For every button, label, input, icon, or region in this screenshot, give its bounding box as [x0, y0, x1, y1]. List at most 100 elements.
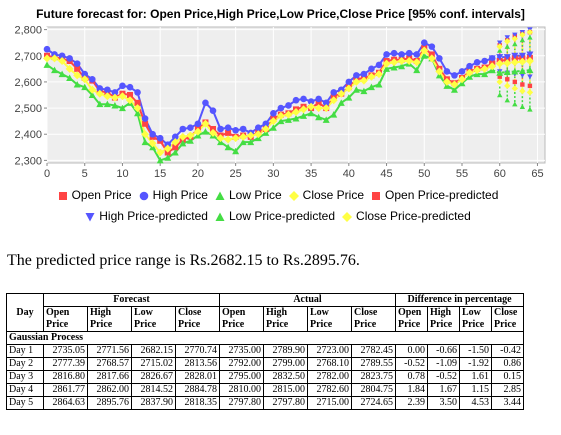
low-price-point: [51, 66, 59, 74]
open-price-predicted-lower-marker: [505, 77, 510, 82]
close-price-predicted-legend-swatch: [342, 211, 353, 222]
forecast-cell: 2768.57: [87, 357, 132, 371]
close-price-point: [367, 72, 376, 81]
table-sub-header-row: Open Price High Price Low Price Close Price…: [7, 306, 524, 332]
actual-cell: 2832.50: [263, 370, 308, 384]
low-price-point: [367, 83, 375, 91]
actual-cell: 2782.60: [307, 383, 352, 397]
high-price-point: [383, 51, 390, 58]
high-price-point: [420, 39, 428, 46]
close-price-point: [224, 135, 233, 144]
y-tick-label: 2,700: [14, 51, 42, 63]
low-price-point: [134, 109, 142, 117]
open-price-point: [142, 120, 149, 127]
x-tick-label: 30: [267, 168, 279, 180]
high-price-predicted-upper-marker: [512, 32, 518, 38]
legend-item-open-price: Open Price: [57, 188, 132, 202]
high-price-point: [345, 78, 353, 86]
high-price-predicted-point: [503, 54, 511, 61]
close-price-point: [126, 96, 134, 105]
high-price-predicted-point: [518, 52, 526, 60]
close-price-predicted-upper-marker: [519, 31, 526, 39]
difference-subheader: Low Price: [459, 306, 492, 332]
difference-cell: 0.78: [395, 370, 428, 384]
close-price-predicted-lower-marker: [526, 89, 534, 96]
close-price-point: [435, 67, 444, 76]
close-price-point: [299, 105, 308, 114]
legend-label: Low Price-predicted: [228, 208, 336, 223]
close-price-point: [171, 138, 180, 147]
actual-cell: 2768.10: [307, 357, 352, 371]
close-price-point: [239, 132, 248, 141]
high-price-point: [156, 134, 164, 142]
difference-cell: -1.92: [459, 357, 492, 371]
table-row: Day 1 2735.05 2771.56 2682.15 2770.74 2735.00…: [6, 344, 524, 358]
low-price-point: [269, 124, 277, 131]
actual-subheader: Close Price: [351, 306, 396, 332]
low-price-point: [345, 94, 353, 101]
close-price-point: [73, 71, 82, 80]
difference-cell: 0.86: [491, 357, 524, 371]
close-price-point: [50, 54, 59, 63]
actual-cell: 2799.00: [263, 357, 308, 371]
high-price-point: [292, 96, 300, 104]
high-price-point: [262, 120, 270, 128]
high-price-point: [194, 120, 202, 128]
close-price-predicted-point: [503, 59, 512, 68]
open-price-predicted-legend-swatch: [372, 191, 381, 200]
high-price-point: [104, 86, 111, 94]
difference-cell: 1.15: [459, 383, 492, 397]
actual-cell: 2789.55: [351, 357, 396, 371]
close-price-predicted-legend-marker: [342, 211, 353, 222]
low-price-point: [247, 138, 255, 146]
low-price-point: [360, 87, 368, 95]
high-price-point: [134, 89, 141, 96]
close-price-point: [141, 130, 150, 139]
forecast-cell: 2864.63: [43, 396, 88, 410]
high-price-point: [58, 52, 66, 60]
high-price-predicted-legend-swatch: [85, 212, 95, 222]
actual-subheader: Low Price: [307, 306, 352, 332]
high-price-legend-swatch: [139, 191, 148, 200]
legend-item-close-price-predicted: Close Price-predicted: [341, 209, 471, 223]
forecast-cell: 2735.05: [43, 344, 88, 358]
high-price-point: [375, 61, 383, 69]
low-price-legend-marker: [215, 191, 225, 200]
high-price-point: [187, 124, 194, 131]
difference-cell: 0.15: [491, 370, 524, 384]
difference-subheader: Open Price: [395, 306, 428, 332]
actual-cell: 2797.80: [219, 396, 264, 410]
low-price-point: [88, 91, 96, 98]
x-tick-label: 15: [154, 168, 166, 180]
close-price-point: [473, 66, 482, 75]
high-price-predicted-legend-marker: [85, 212, 95, 222]
forecast-subheader: High Price: [87, 306, 132, 332]
high-price-point: [285, 102, 292, 109]
close-price-point: [193, 127, 202, 136]
actual-cell: 2797.80: [263, 396, 308, 410]
forecast-table: Day Forecast Actual Difference in percen…: [6, 293, 524, 410]
high-price-point: [428, 43, 436, 50]
high-price-point: [458, 68, 466, 75]
high-price-point: [239, 125, 247, 133]
close-price-predicted-upper-marker: [504, 38, 511, 45]
close-price-predicted-upper-marker: [511, 35, 519, 42]
low-price-predicted-lower-marker: [512, 101, 518, 107]
high-price-point: [443, 68, 451, 75]
x-tick-label: 60: [494, 168, 506, 180]
low-price-point: [224, 143, 232, 151]
low-price-point: [352, 86, 360, 93]
close-price-predicted-point: [510, 58, 519, 67]
close-price-point: [307, 102, 316, 111]
legend-label: Low Price: [228, 187, 282, 202]
close-price-point: [450, 80, 459, 89]
low-price-point: [118, 104, 126, 112]
chart-title: Future forecast for: Open Price,High Pri…: [36, 7, 525, 21]
forecast-subheader: Low Price: [131, 306, 176, 332]
low-price-predicted-point: [503, 68, 511, 75]
close-price-point: [58, 57, 67, 65]
high-price-predicted-lower-marker: [527, 74, 533, 80]
low-price-point: [300, 112, 308, 119]
close-price-point: [284, 110, 293, 119]
forecast-cell: 2828.01: [175, 370, 220, 384]
